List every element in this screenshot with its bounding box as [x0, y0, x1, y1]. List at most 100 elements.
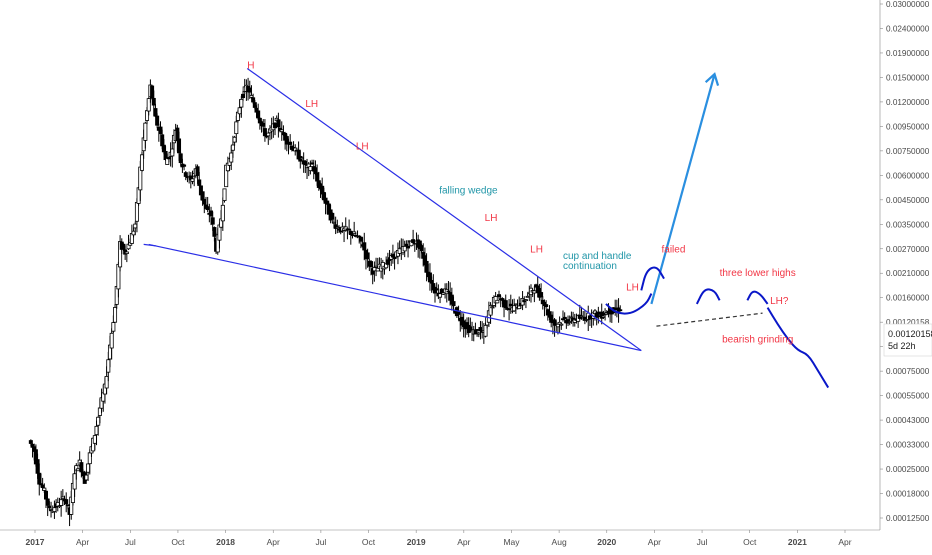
time-tick-label: 2017 [26, 537, 45, 547]
candle-body [43, 490, 48, 500]
candle-body [45, 498, 50, 506]
candle-body [350, 234, 355, 236]
annotation-three-lower-highs[interactable]: three lower highs [720, 268, 796, 279]
time-tick-label: Oct [171, 537, 185, 547]
candle-body [308, 166, 313, 172]
lower-high-arc-1[interactable] [695, 288, 721, 305]
candle-body [523, 299, 528, 302]
time-tick-label: Oct [362, 537, 376, 547]
price-tick-label: 0.00043000 [886, 416, 930, 425]
lower-high-arc-2[interactable] [746, 290, 769, 305]
candle-body [335, 226, 340, 229]
candle-body [596, 311, 601, 315]
candle-body [507, 308, 512, 311]
time-tick-label: Apr [457, 537, 470, 547]
support-dashed-line[interactable] [656, 312, 763, 327]
candle-body [532, 290, 537, 294]
candle-body [42, 487, 47, 491]
annotation-falling-wedge[interactable]: falling wedge [439, 185, 498, 196]
candle-body [579, 315, 584, 318]
candle-body [209, 210, 214, 217]
time-tick-label: 2020 [597, 537, 616, 547]
candle-body [404, 243, 409, 247]
candle-body [146, 98, 151, 112]
price-tick-label: 0.00210000 [886, 269, 930, 278]
time-tick-label: Apr [76, 537, 89, 547]
time-tick-label: Apr [267, 537, 280, 547]
candle-body [303, 160, 308, 166]
last-price-tag-box [883, 323, 932, 357]
candle-body [79, 462, 84, 473]
candle-body [113, 307, 118, 323]
annotation-lh2[interactable]: LH [356, 141, 369, 152]
annotation-lh6[interactable]: LH? [770, 296, 789, 307]
candle-body [165, 158, 170, 165]
breakout-projection-line[interactable] [650, 73, 716, 305]
candle-body [143, 122, 148, 141]
time-tick-label: Jul [315, 537, 326, 547]
candle-body [182, 164, 187, 167]
candle-body [434, 288, 439, 291]
candle-body [72, 473, 77, 490]
time-axis[interactable]: 2017 Apr Jul Oct 2018 Apr Jul Oct 2019 Apr May Aug 2… [0, 529, 880, 547]
price-tick-label: 0.00160000 [886, 294, 930, 303]
candle-body [330, 212, 335, 220]
candle-body [419, 245, 424, 252]
annotation-h[interactable]: H [247, 60, 254, 71]
plot-area [28, 77, 623, 527]
last-price-tag: 0.00120158 5d 22h [883, 323, 932, 357]
candle-body [513, 303, 518, 306]
annotation-lh4[interactable]: LH [530, 244, 543, 255]
annotation-lh1[interactable]: LH [305, 99, 318, 110]
candle-body [512, 305, 517, 312]
candle-body [205, 206, 210, 211]
time-tick-label: 2018 [216, 537, 235, 547]
cup-curve[interactable] [605, 293, 653, 315]
candle-body [239, 98, 244, 108]
wedge-upper-line[interactable] [246, 67, 642, 352]
candle-body [476, 332, 481, 335]
candle-body [237, 107, 242, 115]
annotation-bearish-grinding[interactable]: bearish grinding [722, 334, 793, 345]
price-tick-label: 0.01900000 [886, 49, 930, 58]
candle-body [618, 309, 623, 312]
candle-body [555, 323, 560, 328]
candle-body [365, 252, 370, 260]
candle-body [372, 267, 377, 272]
candle-body [539, 292, 544, 298]
price-axis[interactable]: 0.03000000 0.02400000 0.01900000 0.01500000… [879, 0, 930, 530]
candle-body [28, 440, 33, 444]
wedge-lower-line[interactable] [148, 243, 642, 352]
candle-body [374, 265, 379, 268]
price-tick-label: 0.02400000 [886, 24, 930, 33]
annotation-cup-handle-2[interactable]: continuation [563, 261, 617, 272]
time-tick-label: Oct [743, 537, 757, 547]
candle-body [153, 108, 158, 117]
annotation-cup-handle-1[interactable]: cup and handle [563, 251, 632, 262]
candle-body [567, 321, 572, 323]
candle-body [525, 295, 530, 298]
candle-body [133, 223, 138, 229]
bearish-projection[interactable] [766, 307, 830, 389]
candle-body [183, 172, 188, 177]
candle-body [195, 166, 200, 176]
candle-body [347, 228, 352, 231]
candle-body [166, 157, 171, 160]
price-tick-label: 0.00018000 [886, 490, 930, 499]
time-tick-label: Aug [552, 537, 567, 547]
price-tick-label: 0.00120158 [886, 318, 930, 327]
candle-body [104, 376, 109, 389]
annotation-lh3[interactable]: LH [485, 213, 498, 224]
time-tick-label: Apr [838, 537, 851, 547]
candle-body [202, 198, 207, 205]
annotation-lh5[interactable]: LH [626, 282, 639, 293]
candle-body [468, 326, 473, 331]
bar-countdown: 5d 22h [888, 341, 916, 351]
failed-arc[interactable] [640, 266, 665, 291]
wedge-apex-cap-line[interactable] [143, 243, 157, 247]
annotation-failed[interactable]: failed [662, 244, 686, 255]
candle-body [496, 294, 501, 298]
candle-body [116, 263, 121, 290]
